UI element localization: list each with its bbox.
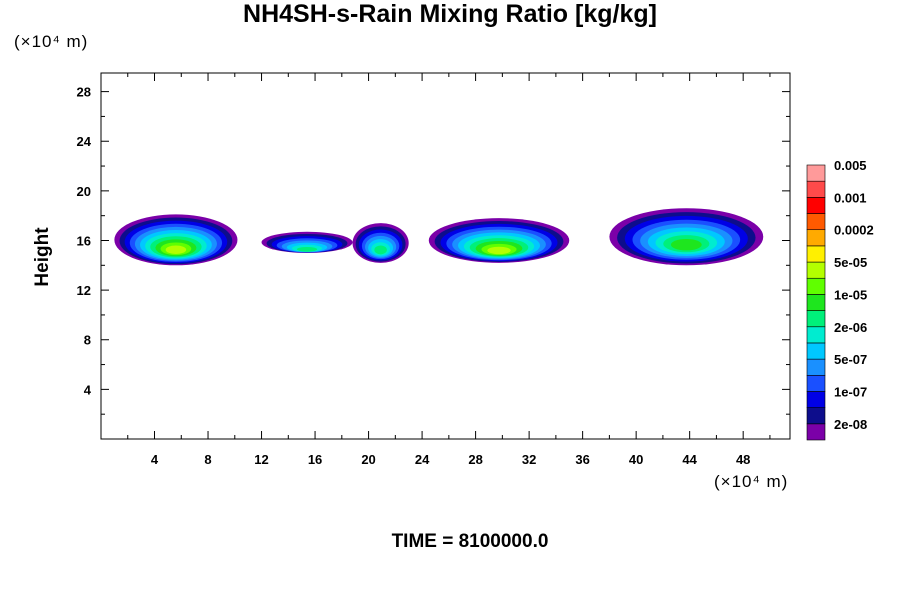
colorbar-swatch bbox=[806, 423, 826, 441]
x-tick-label: 4 bbox=[151, 452, 159, 467]
y-tick-label: 16 bbox=[77, 233, 91, 248]
colorbar-swatch bbox=[806, 342, 826, 360]
colorbar-label: 2e-06 bbox=[834, 320, 867, 335]
x-tick-label: 36 bbox=[575, 452, 589, 467]
cloud-contour bbox=[374, 245, 387, 255]
y-tick-label: 24 bbox=[77, 134, 92, 149]
colorbar-swatch bbox=[806, 391, 826, 408]
x-tick-label: 24 bbox=[415, 452, 430, 467]
x-tick-label: 20 bbox=[361, 452, 375, 467]
colorbar-swatch bbox=[806, 294, 826, 311]
cloud-contour bbox=[487, 246, 511, 255]
colorbar-swatch bbox=[806, 164, 826, 182]
colorbar-swatch bbox=[806, 326, 826, 344]
colorbar-swatch bbox=[806, 197, 826, 214]
x-tick-label: 8 bbox=[204, 452, 211, 467]
x-tick-label: 12 bbox=[254, 452, 268, 467]
colorbar-label: 1e-07 bbox=[834, 384, 867, 399]
colorbar-swatch bbox=[806, 180, 826, 198]
colorbar-swatch bbox=[806, 261, 826, 279]
y-tick-label: 8 bbox=[84, 333, 91, 348]
x-tick-label: 44 bbox=[682, 452, 697, 467]
cloud-layer bbox=[114, 208, 764, 266]
colorbar-label: 1e-05 bbox=[834, 287, 867, 302]
plot-frame bbox=[100, 72, 791, 440]
cloud-contour bbox=[670, 239, 702, 251]
colorbar-label: 0.001 bbox=[834, 190, 867, 205]
colorbar-swatch bbox=[806, 213, 826, 231]
cloud-contour bbox=[165, 245, 187, 255]
cloud-contour bbox=[296, 246, 318, 252]
colorbar-swatch bbox=[806, 245, 826, 263]
y-tick-label: 20 bbox=[77, 184, 91, 199]
y-axis-unit: (×10⁴ m) bbox=[14, 32, 89, 51]
colorbar-label: 0.005 bbox=[834, 158, 867, 173]
colorbar-swatch bbox=[806, 407, 826, 425]
colorbar-label: 2e-08 bbox=[834, 417, 867, 432]
colorbar-swatch bbox=[806, 229, 826, 247]
x-tick-label: 40 bbox=[629, 452, 643, 467]
y-tick-label: 4 bbox=[84, 382, 92, 397]
colorbar-swatch bbox=[806, 358, 826, 376]
time-footer: TIME = 8100000.0 bbox=[391, 531, 549, 552]
x-axis-unit: (×10⁴ m) bbox=[714, 472, 789, 491]
chart-title: NH4SH-s-Rain Mixing Ratio [kg/kg] bbox=[243, 0, 657, 28]
colorbar-swatch bbox=[806, 310, 826, 328]
x-tick-label: 48 bbox=[736, 452, 750, 467]
colorbar-swatch bbox=[806, 374, 826, 392]
x-tick-label: 28 bbox=[468, 452, 482, 467]
y-tick-label: 28 bbox=[77, 85, 91, 100]
x-tick-label: 32 bbox=[522, 452, 536, 467]
colorbar-label: 5e-05 bbox=[834, 255, 867, 270]
y-tick-label: 12 bbox=[77, 283, 91, 298]
colorbar-swatch bbox=[806, 277, 826, 295]
colorbar-label: 0.0002 bbox=[834, 223, 874, 238]
colorbar: 2e-08 1e-07 5e-07 2e-06 1e-05 5e-05 0.0002 0.00… bbox=[806, 158, 874, 441]
x-tick-label: 16 bbox=[308, 452, 322, 467]
colorbar-label: 5e-07 bbox=[834, 352, 867, 367]
